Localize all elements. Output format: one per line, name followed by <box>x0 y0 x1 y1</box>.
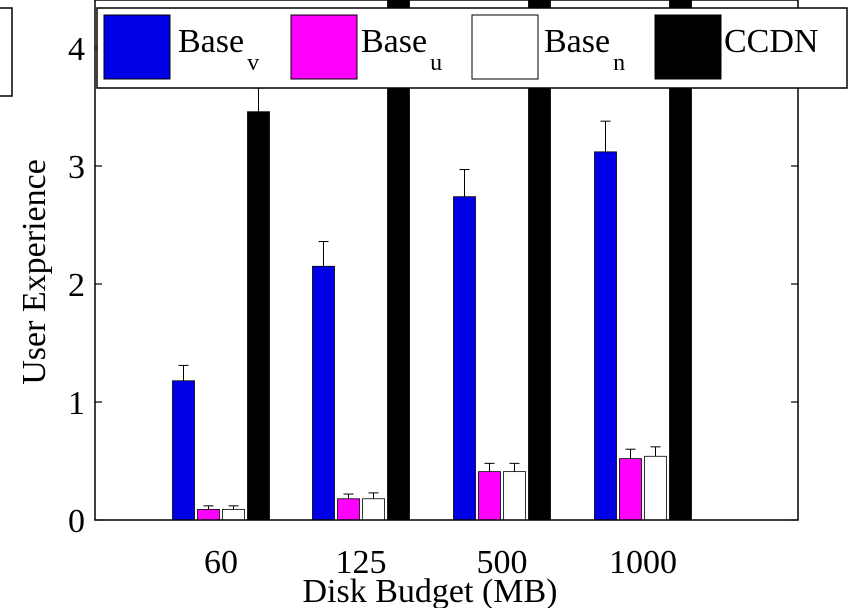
legend-subscript: v <box>247 50 259 76</box>
bar-baseu-60 <box>197 508 220 521</box>
x-tick-label: 125 <box>336 544 387 581</box>
y-axis-title: User Experience <box>16 159 53 385</box>
plot-frame <box>94 0 799 521</box>
x-tick-label: 500 <box>477 544 528 581</box>
legend-swatch-basen <box>471 14 539 80</box>
ticks-layer: 0 1 2 3 4 60 125 500 1000 <box>68 31 798 581</box>
bar-basen-125 <box>362 498 385 521</box>
bar-basen-500 <box>503 471 526 521</box>
bar-ccdn-60 <box>247 111 270 521</box>
y-tick-label: 4 <box>68 31 85 68</box>
x-axis-title: Disk Budget (MB) <box>303 573 558 608</box>
bar-basev-125 <box>312 265 335 521</box>
y-tick-label: 2 <box>68 267 85 304</box>
bar-basev-60 <box>172 380 195 521</box>
bars-layer <box>172 0 692 521</box>
axes-layer <box>94 0 799 521</box>
y-tick-label: 3 <box>68 149 85 186</box>
bar-basev-500 <box>453 196 476 521</box>
x-tick-label: 1000 <box>609 544 677 581</box>
bar-baseu-1000 <box>619 458 642 521</box>
bar-basen-1000 <box>644 455 667 521</box>
legend-swatch-basev <box>103 14 171 80</box>
y-tick-label: 1 <box>68 385 85 422</box>
y-tick-label: 0 <box>68 503 85 540</box>
x-tick-label: 60 <box>204 544 238 581</box>
bar-basen-60 <box>222 508 245 521</box>
left-edge-box <box>0 7 13 97</box>
legend-swatch-ccdn <box>654 14 722 80</box>
legend-label-ccdn: CCDN <box>724 23 818 60</box>
bar-baseu-500 <box>478 471 501 521</box>
bar-basev-1000 <box>594 151 617 521</box>
legend-swatch-baseu <box>290 14 358 80</box>
legend-subscript: u <box>430 50 442 76</box>
legend-subscript: n <box>613 50 625 76</box>
bar-baseu-125 <box>337 498 360 521</box>
